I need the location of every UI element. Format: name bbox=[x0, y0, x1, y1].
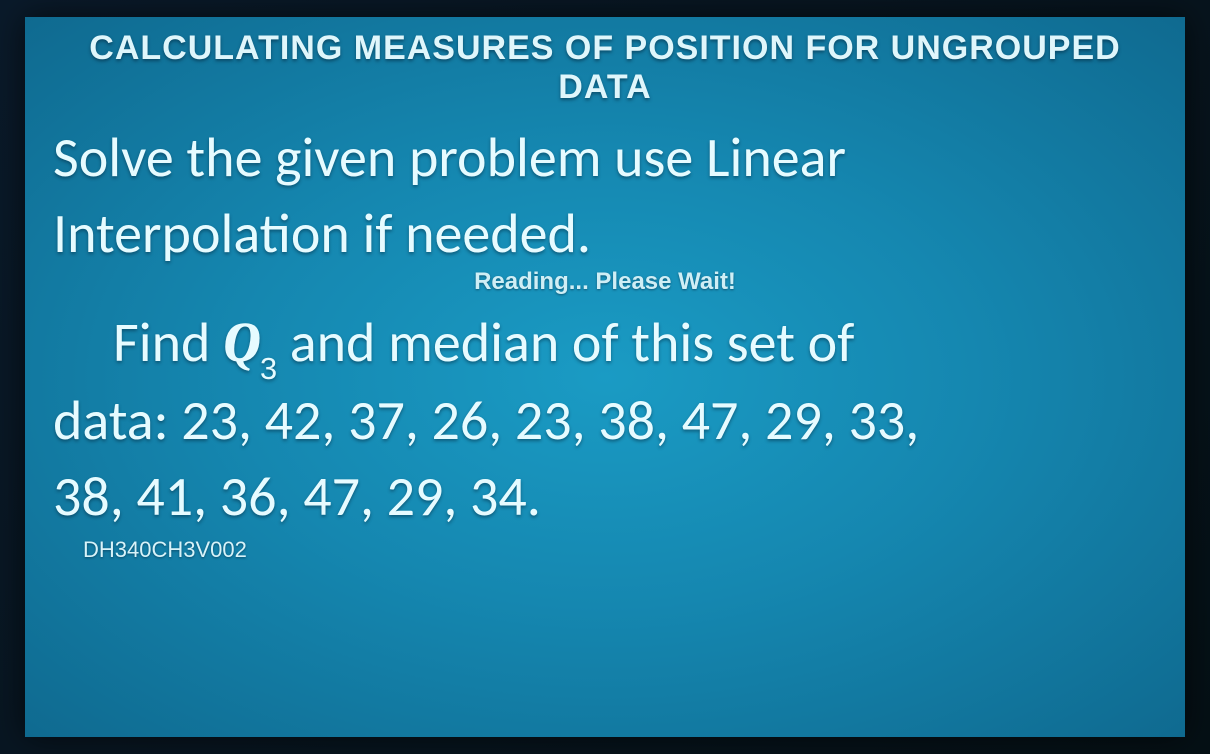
data-line-2: 38, 41, 36, 47, 29, 34. bbox=[53, 460, 1157, 536]
slide-title: CALCULATING MEASURES OF POSITION FOR UNG… bbox=[53, 29, 1157, 107]
data-line-1: data: 23, 42, 37, 26, 23, 38, 47, 29, 33… bbox=[53, 384, 1157, 460]
loading-overlay-text: Reading... Please Wait! bbox=[53, 268, 1157, 296]
q-subscript: 3 bbox=[260, 351, 277, 386]
footer-code: DH340CH3V002 bbox=[53, 537, 1157, 563]
find-prefix: Find bbox=[113, 309, 223, 377]
find-line: Find Q3 and median of this set of bbox=[53, 306, 1157, 384]
instruction-line-2: Interpolation if needed. bbox=[53, 197, 1157, 273]
instruction-line-1: Solve the given problem use Linear bbox=[53, 121, 1157, 197]
find-suffix: and median of this set of bbox=[277, 309, 854, 377]
slide-container: CALCULATING MEASURES OF POSITION FOR UNG… bbox=[25, 17, 1185, 737]
q-symbol: Q bbox=[223, 311, 260, 375]
